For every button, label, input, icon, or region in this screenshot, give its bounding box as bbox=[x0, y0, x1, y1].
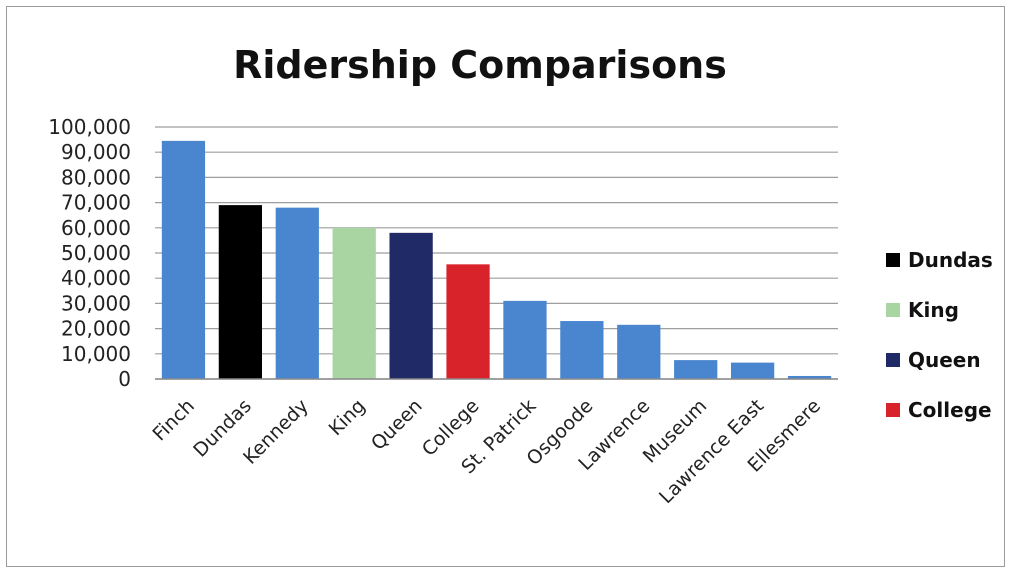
legend: Dundas King Queen College bbox=[886, 248, 993, 422]
y-tick-label: 80,000 bbox=[61, 165, 131, 189]
bar-st-patrick bbox=[503, 300, 547, 379]
y-tick-label: 100,000 bbox=[48, 115, 131, 139]
chart-title: Ridership Comparisons bbox=[233, 43, 727, 87]
legend-swatch bbox=[886, 303, 900, 317]
y-tick-label: 40,000 bbox=[61, 266, 131, 290]
legend-label: Dundas bbox=[908, 248, 993, 272]
x-tick-label: Finch bbox=[149, 395, 199, 445]
bars bbox=[161, 140, 832, 379]
bar-museum bbox=[674, 360, 718, 379]
legend-label: Queen bbox=[908, 348, 981, 372]
bar-queen bbox=[389, 232, 433, 379]
bar-kennedy bbox=[275, 207, 319, 379]
y-tick-label: 90,000 bbox=[61, 140, 131, 164]
legend-label: College bbox=[908, 398, 992, 422]
y-tick-label: 10,000 bbox=[61, 342, 131, 366]
y-tick-label: 0 bbox=[118, 367, 131, 391]
x-tick-label: Lawrence East bbox=[655, 395, 768, 508]
bar-ellesmere bbox=[787, 375, 832, 379]
y-tick-label: 70,000 bbox=[61, 191, 131, 215]
bar-king bbox=[332, 227, 376, 379]
bar-finch bbox=[161, 140, 206, 379]
bar-college bbox=[446, 264, 490, 379]
y-tick-label: 50,000 bbox=[61, 241, 131, 265]
legend-swatch bbox=[886, 353, 900, 367]
bar-lawrence bbox=[617, 324, 661, 379]
y-tick-label: 60,000 bbox=[61, 216, 131, 240]
y-axis-ticks: 010,00020,00030,00040,00050,00060,00070,… bbox=[48, 115, 131, 391]
bar-dundas bbox=[218, 205, 263, 379]
legend-swatch bbox=[886, 253, 900, 267]
bar-lawrence-east bbox=[730, 362, 775, 379]
y-tick-label: 20,000 bbox=[61, 317, 131, 341]
legend-swatch bbox=[886, 403, 900, 417]
bar-osgoode bbox=[560, 321, 604, 379]
legend-label: King bbox=[908, 298, 959, 322]
y-tick-label: 30,000 bbox=[61, 291, 131, 315]
x-tick-label: King bbox=[325, 395, 370, 440]
